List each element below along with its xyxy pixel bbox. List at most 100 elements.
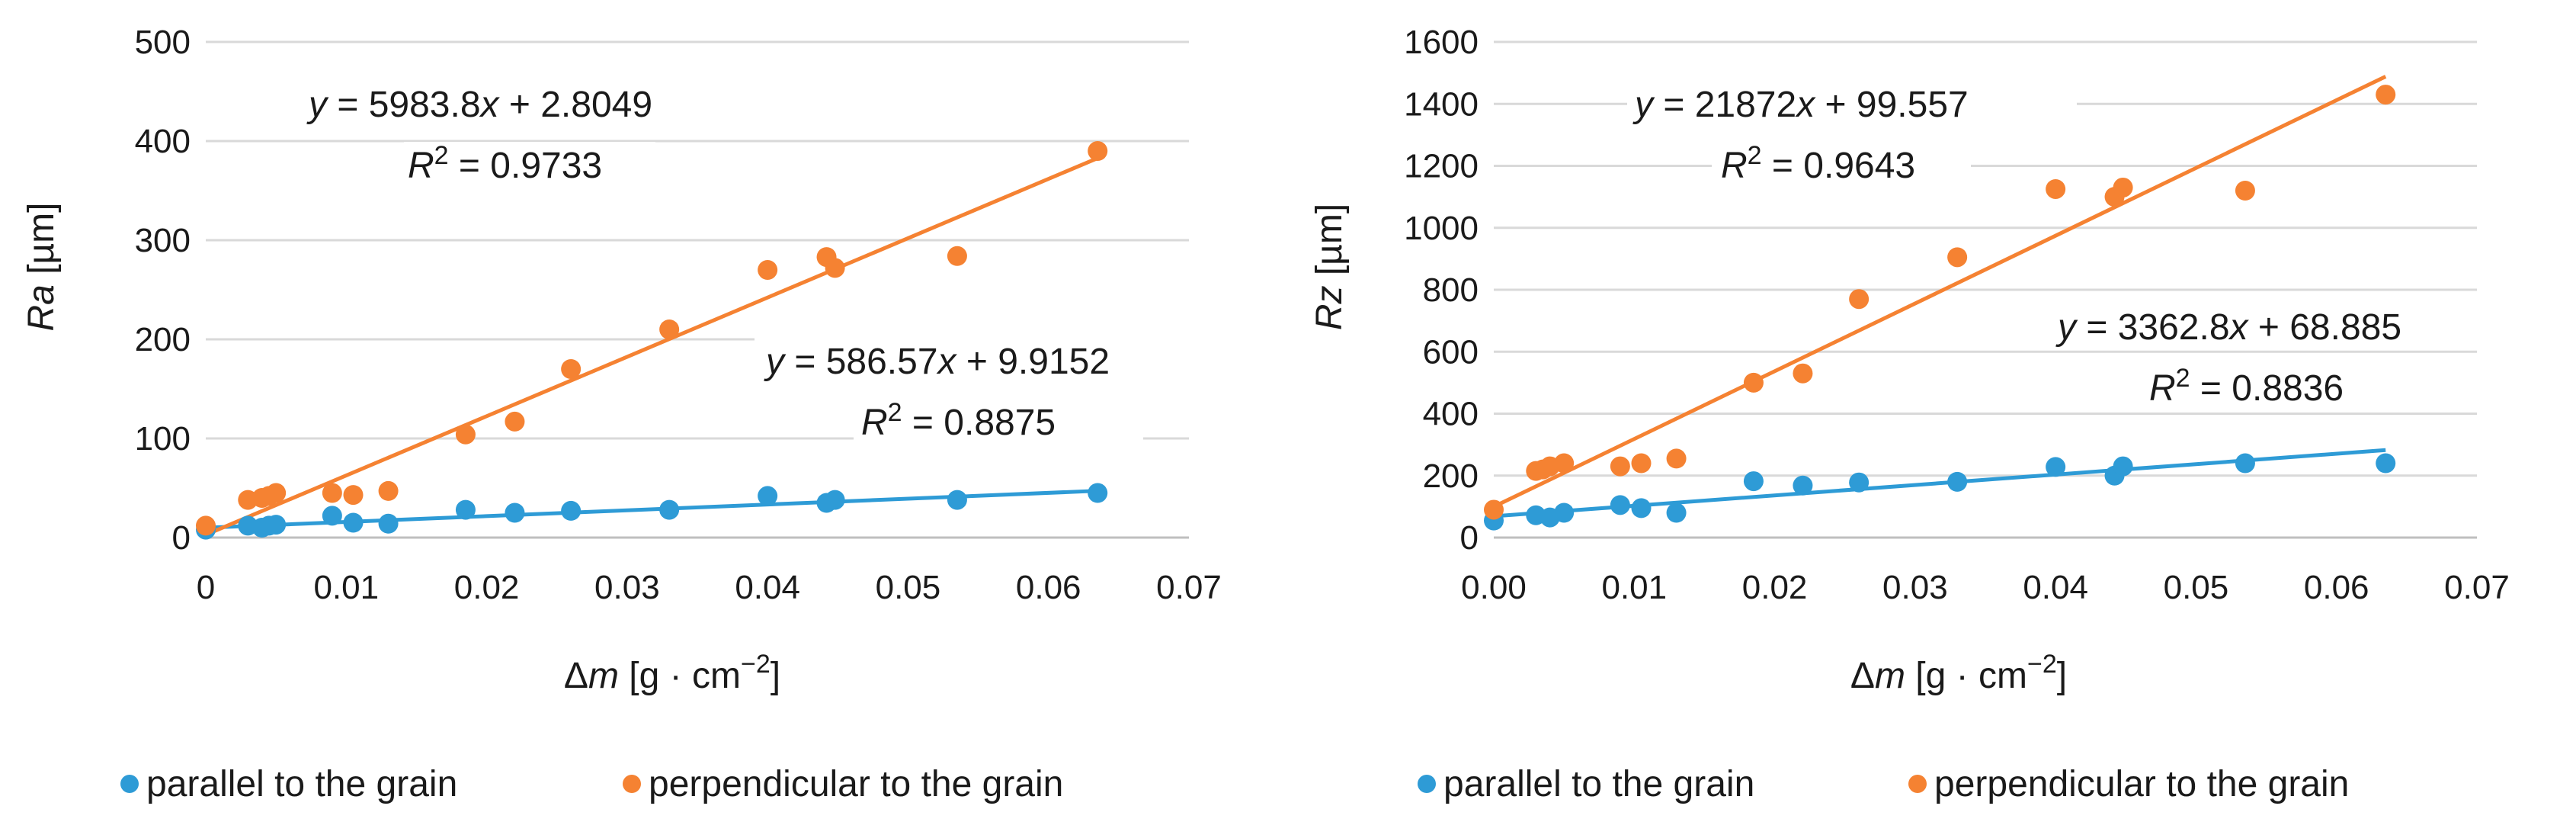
axes: 0 100 200 300 400 500 0 0.01 0.02 0.03 0.04 0.05 0.0…: [135, 24, 1222, 606]
annotation-mask: [2050, 302, 2523, 349]
legend-label-parallel: parallel to the grain: [1443, 764, 1754, 804]
x-tick-label: 0.07: [2444, 569, 2510, 606]
y-tick-label: 0: [172, 519, 191, 557]
data-point: [1849, 289, 1870, 310]
annotation-mask: [755, 336, 1227, 383]
y-tick-label: 1000: [1404, 210, 1479, 247]
data-point: [947, 246, 967, 266]
legend: parallel to the grain perpendicular to t…: [1418, 764, 2349, 804]
data-point: [1947, 247, 1968, 268]
data-point: [266, 483, 287, 503]
annotation-mask: [301, 80, 751, 127]
y-tick-label: 400: [135, 123, 191, 160]
data-point: [266, 515, 287, 535]
data-point: [1849, 472, 1870, 493]
r2-parallel: R2 = 0.8875: [861, 398, 1056, 443]
y-tick-label: 200: [1423, 458, 1479, 495]
data-point: [505, 411, 525, 432]
axes: 0 200 400 600 800 1000 1200 1400 1600 0.00 0.01 0.0…: [1404, 24, 2510, 606]
x-tick-label: 0.05: [2164, 569, 2229, 606]
annotation-masks: [301, 80, 1227, 445]
annotation-mask: [1627, 80, 2077, 127]
chart-ra-svg: 0 100 200 300 400 500 0 0.01 0.02 0.03 0.04 0.05 0.0…: [21, 24, 1227, 804]
x-tick-label: 0.04: [2023, 569, 2088, 606]
x-tick-label: 0.02: [1742, 569, 1808, 606]
data-point: [1793, 475, 1813, 496]
legend-marker-parallel: [120, 775, 139, 793]
data-point: [1484, 499, 1504, 520]
data-point: [2113, 177, 2133, 197]
chart-rz-svg: 0 200 400 600 800 1000 1200 1400 1600 0.00 0.01 0.0…: [1309, 24, 2523, 804]
data-point: [758, 260, 778, 280]
data-point: [758, 486, 778, 506]
data-point: [659, 499, 680, 520]
data-point: [196, 515, 216, 536]
x-tick-label: 0.03: [1882, 569, 1948, 606]
data-point: [1610, 495, 1630, 515]
chart-rz: 0 200 400 600 800 1000 1200 1400 1600 0.00 0.01 0.0…: [1288, 0, 2576, 838]
data-point: [1554, 502, 1575, 523]
data-point: [561, 359, 582, 379]
data-point: [1631, 453, 1652, 474]
x-tick-label: 0.01: [1601, 569, 1667, 606]
legend-label-perpendicular: perpendicular to the grain: [649, 764, 1063, 804]
data-point: [2376, 85, 2396, 105]
y-tick-label: 0: [1460, 519, 1479, 557]
equation-perpendicular: y = 21872x + 99.557: [1632, 85, 1969, 125]
chart-ra: 0 100 200 300 400 500 0 0.01 0.02 0.03 0.04 0.05 0.0…: [21, 24, 1227, 804]
data-point: [455, 424, 476, 445]
annotation-masks: [1627, 80, 2523, 412]
data-point: [825, 258, 845, 278]
data-points: [1484, 85, 2396, 531]
data-point: [2046, 178, 2066, 199]
y-tick-label: 300: [135, 222, 191, 259]
trendline: [205, 156, 1099, 537]
x-axis-title: Δm [g · cm−2]: [1850, 650, 2067, 696]
data-point: [322, 483, 342, 503]
data-point: [1631, 498, 1652, 519]
x-tick-label: 0.07: [1156, 569, 1222, 606]
equation-parallel: y = 3362.8x + 68.885: [2055, 307, 2401, 348]
y-tick-label: 1600: [1404, 24, 1479, 61]
y-tick-label: 200: [135, 321, 191, 358]
data-point: [1947, 471, 1968, 492]
data-point: [1554, 453, 1575, 474]
data-point: [322, 506, 342, 526]
trendline: [1492, 75, 2387, 509]
x-tick-label: 0.03: [594, 569, 660, 606]
y-tick-label: 600: [1423, 333, 1479, 371]
data-point: [1743, 471, 1764, 492]
annotation-mask: [854, 398, 1143, 445]
data-points: [196, 141, 1108, 540]
data-point: [2235, 453, 2255, 474]
r2-parallel: R2 = 0.8836: [2149, 364, 2344, 409]
annotation-mask: [2142, 364, 2431, 412]
data-point: [1666, 448, 1687, 469]
data-point: [1088, 141, 1108, 161]
y-tick-label: 500: [135, 24, 191, 61]
annotation-mask: [404, 142, 655, 189]
data-point: [947, 490, 967, 510]
data-point: [2046, 457, 2066, 477]
data-point: [561, 500, 582, 521]
data-point: [2235, 181, 2255, 201]
y-tick-label: 100: [135, 420, 191, 458]
data-point: [378, 513, 399, 534]
equation-parallel: y = 586.57x + 9.9152: [764, 342, 1110, 382]
data-point: [505, 502, 525, 523]
equation-perpendicular: y = 5983.8x + 2.8049: [306, 85, 652, 125]
data-point: [378, 480, 399, 501]
data-point: [1743, 372, 1764, 393]
legend-marker-perpendicular: [623, 775, 641, 793]
x-tick-label: 0.04: [735, 569, 800, 606]
x-tick-label: 0.02: [454, 569, 520, 606]
data-point: [2113, 456, 2133, 477]
x-tick-label: 0.06: [2304, 569, 2369, 606]
y-axis-title: Rz [µm]: [1309, 204, 1350, 330]
x-tick-label: 0.00: [1461, 569, 1527, 606]
data-point: [343, 485, 364, 506]
y-tick-label: 1200: [1404, 148, 1479, 185]
x-tick-label: 0.05: [876, 569, 941, 606]
data-point: [825, 490, 845, 510]
y-tick-label: 400: [1423, 396, 1479, 433]
